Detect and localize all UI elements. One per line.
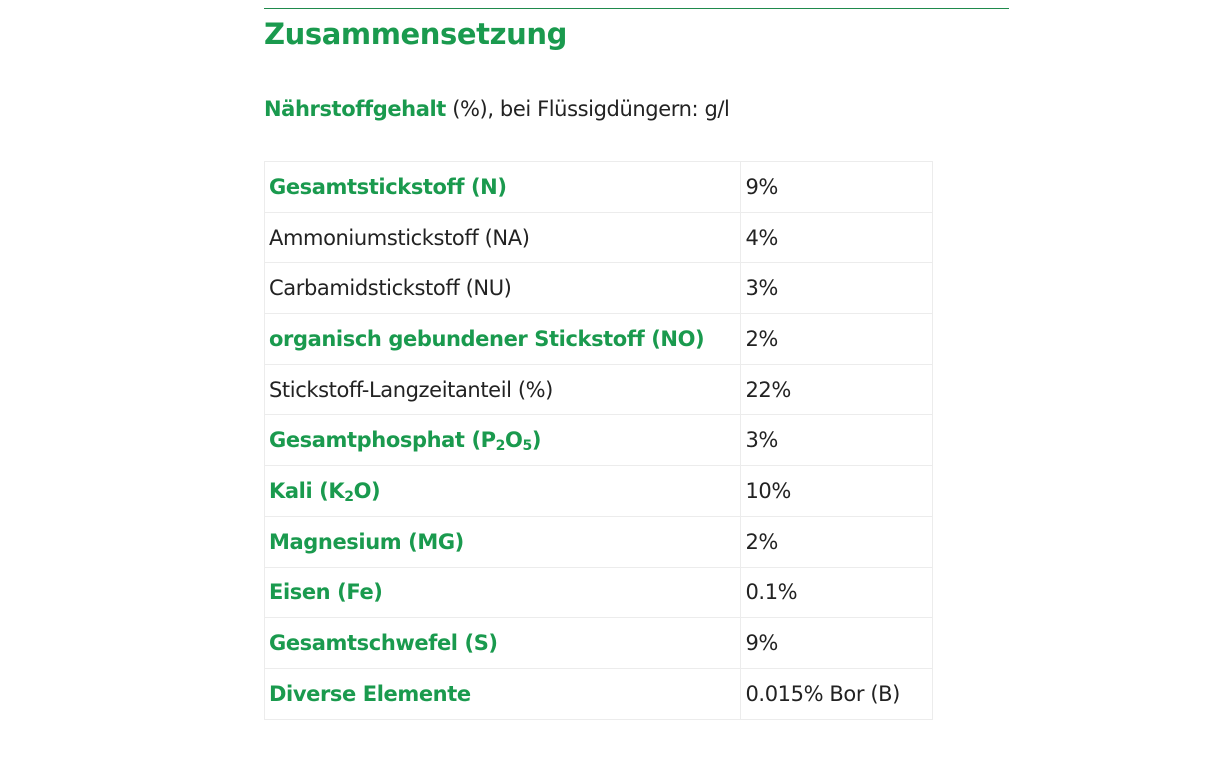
row-value: 9% bbox=[740, 161, 933, 213]
label-part: Kali (K bbox=[269, 478, 345, 503]
nutrient-content-label: Nährstoffgehalt bbox=[264, 97, 446, 121]
row-value: 10% bbox=[740, 465, 933, 517]
label-part: O) bbox=[353, 478, 381, 503]
row-label: Gesamtstickstoff (N) bbox=[263, 161, 742, 213]
table-row-magnesium: Magnesium (MG) 2% bbox=[263, 515, 933, 568]
row-label: organisch gebundener Stickstoff (NO) bbox=[263, 313, 742, 365]
row-value: 0.1% bbox=[740, 566, 933, 619]
row-value: 2% bbox=[740, 313, 933, 365]
row-value: 3% bbox=[740, 262, 933, 315]
row-label: Gesamtschwefel (S) bbox=[263, 617, 742, 669]
section-title: Zusammensetzung bbox=[264, 17, 567, 51]
row-value: 4% bbox=[740, 211, 933, 264]
table-row-iron: Eisen (Fe) 0.1% bbox=[263, 566, 933, 619]
row-label: Magnesium (MG) bbox=[263, 515, 742, 568]
subscript: 2 bbox=[344, 488, 354, 505]
table-row-total-sulfur: Gesamtschwefel (S) 9% bbox=[263, 617, 933, 669]
subscript: 2 bbox=[495, 438, 506, 455]
row-value: 3% bbox=[740, 414, 933, 467]
row-label: Carbamidstickstoff (NU) bbox=[263, 262, 742, 315]
table-row-carbamide-nitrogen: Carbamidstickstoff (NU) 3% bbox=[263, 262, 933, 315]
label-part: Gesamtphosphat (P bbox=[269, 428, 496, 453]
section-divider bbox=[264, 8, 1009, 9]
row-value: 2% bbox=[740, 515, 933, 568]
row-value: 0.015% Bor (B) bbox=[740, 667, 933, 720]
nutrient-content-caption: Nährstoffgehalt (%), bei Flüssigdüngern:… bbox=[264, 94, 730, 124]
label-part: O bbox=[505, 428, 523, 453]
row-label: Kali (K2O) bbox=[263, 465, 742, 517]
row-value: 9% bbox=[740, 617, 933, 669]
table-row-ammonium-nitrogen: Ammoniumstickstoff (NA) 4% bbox=[263, 211, 933, 264]
composition-table: Gesamtstickstoff (N) 9% Ammoniumsticksto… bbox=[263, 161, 933, 720]
nutrient-content-unit-note: (%), bei Flüssigdüngern: g/l bbox=[445, 97, 730, 121]
row-label: Ammoniumstickstoff (NA) bbox=[263, 211, 742, 264]
row-value: 22% bbox=[740, 363, 933, 416]
label-part: ) bbox=[531, 428, 542, 453]
table-row-potash: Kali (K2O) 10% bbox=[263, 465, 933, 517]
row-label: Eisen (Fe) bbox=[263, 566, 742, 619]
table-row-long-term-nitrogen: Stickstoff-Langzeitanteil (%) 22% bbox=[263, 363, 933, 416]
row-label: Diverse Elemente bbox=[263, 667, 742, 720]
row-label: Gesamtphosphat (P2O5) bbox=[263, 414, 742, 467]
table-row-total-phosphate: Gesamtphosphat (P2O5) 3% bbox=[263, 414, 933, 467]
table-row-organic-nitrogen: organisch gebundener Stickstoff (NO) 2% bbox=[263, 313, 933, 365]
row-label: Stickstoff-Langzeitanteil (%) bbox=[263, 363, 742, 416]
subscript: 5 bbox=[522, 438, 532, 455]
table-row-total-nitrogen: Gesamtstickstoff (N) 9% bbox=[263, 161, 933, 213]
table-row-various-elements: Diverse Elemente 0.015% Bor (B) bbox=[263, 667, 933, 720]
